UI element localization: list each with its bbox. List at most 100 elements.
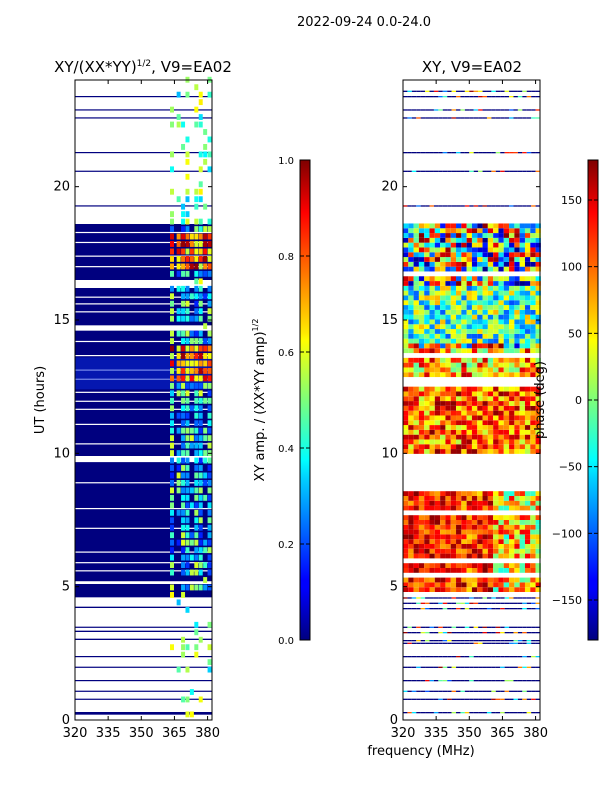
amp-cell bbox=[207, 218, 212, 225]
phase-cell bbox=[530, 319, 536, 325]
phase-row-line bbox=[491, 608, 496, 610]
phase-cell bbox=[413, 410, 419, 416]
phase-cell bbox=[524, 228, 531, 234]
phase-cell bbox=[524, 338, 531, 344]
amp-cell bbox=[207, 353, 212, 359]
amp-cell bbox=[170, 427, 174, 434]
phase-cell bbox=[498, 281, 504, 286]
phase-row-line bbox=[535, 698, 540, 700]
phase-cell bbox=[429, 515, 435, 520]
phase-cell bbox=[487, 410, 494, 416]
phase-cell bbox=[509, 577, 515, 583]
amp-cell bbox=[181, 532, 186, 539]
phase-cell bbox=[509, 396, 515, 402]
phase-cell bbox=[514, 391, 520, 397]
phase-row-line bbox=[411, 642, 417, 644]
phase-cell bbox=[408, 410, 414, 416]
phase-cell bbox=[434, 568, 441, 573]
amp-cell bbox=[194, 621, 199, 628]
amp-gap bbox=[75, 527, 212, 529]
phase-row-line bbox=[526, 608, 532, 610]
phase-cell bbox=[450, 587, 457, 592]
phase-cell bbox=[450, 261, 457, 267]
phase-cell bbox=[498, 425, 504, 430]
phase-cell bbox=[498, 444, 504, 450]
phase-cell bbox=[424, 242, 430, 248]
phase-cell bbox=[434, 582, 441, 588]
phase-cell bbox=[509, 252, 515, 258]
phase-cell bbox=[408, 529, 414, 535]
phase-cell bbox=[482, 257, 488, 262]
phase-row-line bbox=[513, 608, 518, 610]
phase-row-line bbox=[425, 117, 430, 119]
phase-cell bbox=[530, 577, 536, 583]
phase-cell bbox=[429, 285, 435, 291]
phase-cell bbox=[424, 524, 430, 530]
phase-cell bbox=[429, 386, 435, 392]
phase-row-line bbox=[513, 90, 518, 92]
phase-cell bbox=[424, 305, 430, 310]
phase-row-line bbox=[464, 666, 470, 668]
phase-cell bbox=[524, 444, 531, 450]
phase-cell bbox=[530, 324, 536, 330]
phase-cell bbox=[450, 242, 457, 248]
phase-row-line bbox=[456, 712, 461, 714]
phase-row-line bbox=[509, 117, 514, 119]
phase-cell bbox=[487, 505, 494, 511]
phase-cell bbox=[429, 415, 435, 421]
phase-cell bbox=[509, 228, 515, 234]
phase-cell bbox=[429, 505, 435, 511]
phase-row-line bbox=[460, 109, 465, 111]
phase-cell bbox=[466, 372, 472, 378]
phase-row-line bbox=[442, 597, 448, 599]
phase-cell bbox=[530, 223, 536, 229]
phase-cell bbox=[493, 276, 499, 282]
phase-cell bbox=[535, 372, 541, 378]
amp-cell bbox=[170, 480, 174, 486]
amp-cell bbox=[207, 338, 212, 344]
amp-gap bbox=[75, 460, 212, 463]
phase-row-line bbox=[460, 205, 465, 207]
phase-cell bbox=[519, 524, 525, 530]
phase-cell bbox=[424, 405, 430, 411]
right-xtick-label: 335 bbox=[424, 726, 449, 741]
phase-cell bbox=[498, 544, 504, 549]
phase-cell bbox=[440, 300, 446, 306]
phase-cell bbox=[530, 348, 536, 354]
amp-cell bbox=[198, 539, 203, 546]
phase-cell bbox=[514, 449, 520, 454]
amp-cell bbox=[203, 293, 208, 300]
phase-cell bbox=[403, 343, 409, 349]
right-ytick-label: 15 bbox=[381, 313, 398, 328]
phase-cell bbox=[408, 520, 414, 525]
phase-cell bbox=[487, 444, 494, 450]
amp-cell bbox=[170, 457, 174, 464]
phase-row-line bbox=[504, 712, 510, 714]
phase-row-line bbox=[416, 117, 421, 119]
phase-cell bbox=[471, 401, 478, 406]
phase-row-line bbox=[411, 170, 417, 172]
phase-row-line bbox=[456, 680, 461, 682]
phase-cell bbox=[403, 305, 409, 310]
phase-cell bbox=[535, 568, 541, 573]
amp-cell bbox=[185, 696, 190, 703]
phase-cell bbox=[514, 329, 520, 334]
phase-cell bbox=[514, 515, 520, 520]
phase-cell bbox=[514, 425, 520, 430]
phase-cell bbox=[424, 420, 430, 426]
phase-row-line bbox=[486, 712, 492, 714]
phase-cell bbox=[487, 266, 494, 272]
phase-cell bbox=[408, 563, 414, 568]
phase-row-line bbox=[526, 690, 532, 692]
phase-row-line bbox=[495, 109, 501, 111]
phase-cell bbox=[503, 449, 510, 454]
amp-cell bbox=[207, 360, 212, 367]
phase-cell bbox=[461, 563, 467, 568]
phase-cell bbox=[456, 544, 462, 549]
phase-cell bbox=[440, 568, 446, 573]
phase-cell bbox=[471, 285, 478, 291]
phase-cell bbox=[482, 568, 488, 573]
suptitle: 2022-09-24 0.0-24.0 bbox=[297, 15, 431, 30]
phase-cell bbox=[418, 548, 425, 554]
phase-cell bbox=[530, 233, 536, 238]
